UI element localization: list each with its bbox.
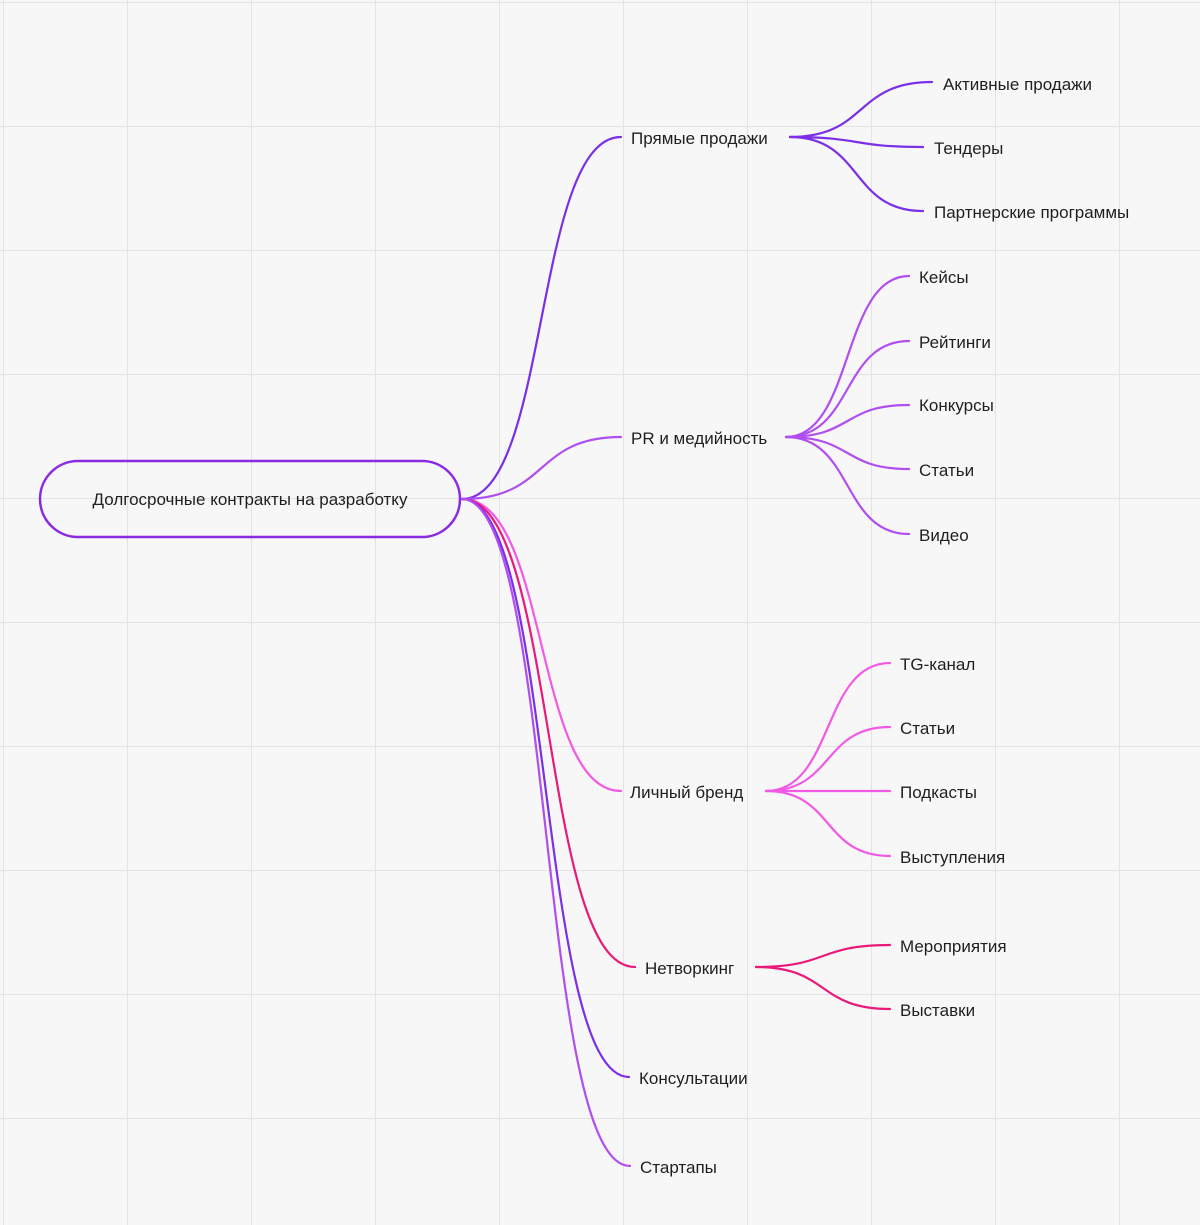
root-node[interactable]: Долгосрочные контракты на разработку	[38, 459, 462, 539]
leaf-ratings[interactable]: Рейтинги	[919, 333, 991, 352]
branch-connector-1	[460, 435, 623, 501]
leaf-connector-0-1	[788, 135, 925, 149]
leaf-contests[interactable]: Конкурсы	[919, 396, 994, 415]
branch-connector-0	[460, 135, 623, 501]
leaf-partner-programs[interactable]: Партнерские программы	[934, 203, 1129, 222]
leaf-connector-2-0	[764, 661, 892, 793]
branch-node-networking[interactable]: Нетворкинг	[645, 959, 734, 978]
branch-connector-4	[460, 497, 631, 1079]
branch-label-direct-sales: Прямые продажи	[631, 129, 768, 148]
leaf-connector-1-0	[784, 274, 911, 439]
branch-label-personal-brand: Личный бренд	[630, 783, 743, 802]
leaf-connector-3-1	[754, 965, 892, 1011]
connector-lines	[460, 80, 934, 1168]
leaf-video[interactable]: Видео	[919, 526, 969, 545]
leaf-exhibitions[interactable]: Выставки	[900, 1001, 975, 1020]
leaf-articles-pr[interactable]: Статьи	[919, 461, 974, 480]
leaf-connector-0-2	[788, 135, 925, 213]
branch-label-startups: Стартапы	[640, 1158, 717, 1177]
leaf-talks[interactable]: Выступления	[900, 848, 1005, 867]
leaf-connector-1-3	[784, 435, 911, 471]
leaf-tenders[interactable]: Тендеры	[934, 139, 1003, 158]
branch-label-networking: Нетворкинг	[645, 959, 734, 978]
branch-node-personal-brand[interactable]: Личный бренд	[630, 783, 743, 802]
leaf-connector-2-3	[764, 789, 892, 858]
leaf-tg-channel[interactable]: TG-канал	[900, 655, 975, 674]
branch-node-startups[interactable]: Стартапы	[640, 1158, 717, 1177]
leaf-events[interactable]: Мероприятия	[900, 937, 1007, 956]
leaf-connector-0-0	[788, 80, 934, 139]
leaf-connector-2-1	[764, 725, 892, 793]
root-node-outline	[38, 459, 462, 539]
branch-node-direct-sales[interactable]: Прямые продажи	[631, 129, 768, 148]
leaf-connector-1-4	[784, 435, 911, 536]
leaf-connector-3-0	[754, 943, 892, 969]
leaf-articles-brand[interactable]: Статьи	[900, 719, 955, 738]
branch-label-pr: PR и медийность	[631, 429, 767, 448]
branch-connector-2	[460, 497, 623, 793]
branch-node-consulting[interactable]: Консультации	[639, 1069, 748, 1088]
root-node-label: Долгосрочные контракты на разработку	[93, 490, 408, 509]
leaf-podcasts[interactable]: Подкасты	[900, 783, 977, 802]
leaf-cases[interactable]: Кейсы	[919, 268, 969, 287]
leaf-connector-1-2	[784, 403, 911, 439]
branch-connector-3	[460, 497, 637, 969]
branch-label-consulting: Консультации	[639, 1069, 748, 1088]
leaf-active-sales[interactable]: Активные продажи	[943, 75, 1092, 94]
leaf-connector-1-1	[784, 339, 911, 439]
branch-node-pr[interactable]: PR и медийность	[631, 429, 767, 448]
branch-connector-5	[460, 497, 632, 1168]
